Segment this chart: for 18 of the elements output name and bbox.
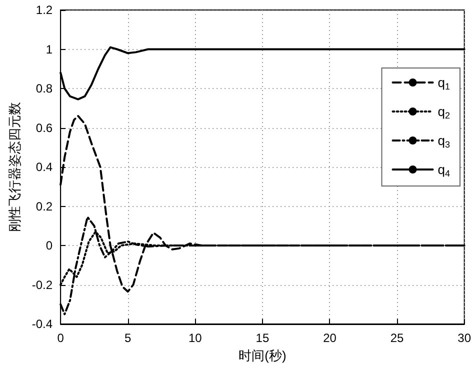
y-axis-title: 刚性飞行器姿态四元数: [7, 102, 22, 232]
y-tick-label: 0.2: [36, 199, 53, 214]
y-tick-label: 0.6: [36, 120, 53, 135]
y-tick-label: 0: [46, 238, 53, 252]
x-tick-label: 25: [390, 331, 404, 345]
x-tick-label: 15: [256, 331, 270, 345]
x-tick-label: 30: [458, 331, 472, 345]
x-tick-label: 5: [124, 331, 132, 345]
y-tick-label: 0.8: [36, 82, 53, 96]
x-tick-label: 0: [57, 331, 64, 345]
y-tick-label: -0.4: [32, 317, 53, 331]
y-tick-label: 1.2: [36, 3, 53, 17]
y-tick-label: -0.2: [32, 278, 53, 292]
y-tick-label: 0.4: [36, 160, 53, 174]
x-axis-title: 时间(秒): [238, 348, 286, 363]
y-tick-label: 1: [46, 42, 53, 56]
x-tick-label: 20: [323, 331, 337, 345]
x-tick-label: 10: [188, 331, 202, 345]
